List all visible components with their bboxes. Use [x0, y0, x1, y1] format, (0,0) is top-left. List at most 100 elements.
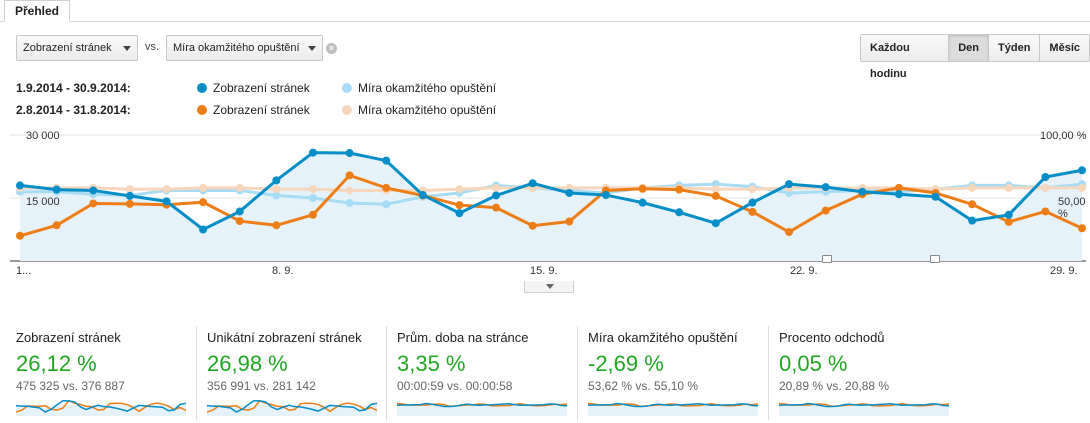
data-point	[492, 183, 501, 192]
metric-compare: 475 325 vs. 376 887	[16, 379, 125, 393]
x-tick-label: 1...	[16, 265, 32, 277]
data-point	[125, 199, 134, 208]
data-point	[785, 228, 794, 237]
tab-overview[interactable]: Přehled	[4, 0, 71, 22]
data-point	[235, 217, 244, 226]
sparkline	[207, 399, 377, 416]
legend-dot-icon	[197, 105, 207, 115]
granularity-hourly-button[interactable]: Každou hodinu	[861, 35, 949, 80]
metric-name: Unikátní zobrazení stránek	[207, 330, 362, 345]
legend-label: Zobrazení stránek	[213, 103, 310, 117]
data-point	[968, 216, 977, 225]
data-point	[821, 183, 830, 192]
legend-item[interactable]: Zobrazení stránek	[197, 103, 310, 117]
secondary-metric-dropdown[interactable]: Míra okamžitého opuštění	[166, 35, 323, 61]
primary-metric-label: Zobrazení stránek	[23, 42, 112, 54]
legend-label: Míra okamžitého opuštění	[358, 103, 497, 117]
y-axis-left-max-label: 30 000	[26, 130, 60, 142]
metric-delta: 0,05 %	[779, 351, 848, 376]
data-point	[1078, 224, 1086, 233]
metric-delta: 26,98 %	[207, 351, 288, 376]
data-point	[1041, 183, 1050, 192]
vs-label: vs.	[145, 41, 160, 53]
metric-card[interactable]: Míra okamžitého opuštění -2,69 % 53,62 %…	[577, 326, 761, 420]
data-point	[235, 183, 244, 192]
data-point	[199, 198, 208, 207]
collapse-chart-button[interactable]	[524, 281, 574, 293]
line-chart[interactable]	[0, 125, 1090, 265]
primary-metric-dropdown[interactable]: Zobrazení stránek	[16, 35, 138, 61]
data-point	[382, 156, 391, 165]
data-point	[931, 192, 940, 201]
granularity-month-button[interactable]: Měsíc	[1039, 35, 1089, 61]
y-axis-left-mid-label: 15 000	[26, 196, 60, 208]
granularity-toggle: Každou hodinu Den Týden Měsíc	[860, 34, 1090, 80]
data-point	[89, 186, 98, 195]
sparkline-fill	[588, 405, 758, 416]
metric-card[interactable]: Procento odchodů 0,05 % 20,89 % vs. 20,8…	[768, 326, 952, 420]
data-point	[748, 207, 757, 216]
data-point	[748, 185, 757, 194]
legend-item[interactable]: Míra okamžitého opuštění	[342, 81, 496, 95]
date-range-current: 1.9.2014 - 30.9.2014:	[16, 81, 131, 95]
metric-delta: 3,35 %	[397, 351, 466, 376]
data-point	[345, 171, 354, 180]
metric-name: Zobrazení stránek	[16, 330, 121, 345]
legend-label: Míra okamžitého opuštění	[358, 81, 497, 95]
data-point	[125, 191, 134, 200]
legend-item[interactable]: Zobrazení stránek	[197, 81, 310, 95]
data-point	[382, 183, 391, 192]
metric-delta: -2,69 %	[588, 351, 664, 376]
date-range-previous: 2.8.2014 - 31.8.2014:	[16, 103, 131, 117]
annotation-icon[interactable]	[930, 255, 940, 263]
sparkline	[588, 402, 758, 416]
data-point	[1004, 217, 1013, 226]
area-fill	[20, 152, 1082, 261]
data-point	[272, 221, 281, 230]
tab-strip: Přehled	[0, 0, 1090, 22]
metric-name: Procento odchodů	[779, 330, 885, 345]
sparkline-series	[779, 402, 949, 408]
metric-card[interactable]: Prům. doba na stránce 3,35 % 00:00:59 vs…	[386, 326, 570, 420]
data-point	[308, 194, 317, 202]
data-point	[455, 209, 464, 218]
sparkline-series	[779, 402, 949, 408]
sparkline-fill	[397, 405, 567, 416]
sparkline-series	[207, 400, 377, 413]
metric-card[interactable]: Unikátní zobrazení stránek 26,98 % 356 9…	[196, 326, 380, 420]
data-point	[345, 149, 354, 158]
data-point	[894, 183, 903, 192]
annotation-icon[interactable]	[822, 255, 832, 263]
data-point	[858, 187, 867, 196]
legend-dot-icon	[197, 83, 207, 93]
granularity-week-button[interactable]: Týden	[988, 35, 1040, 61]
data-point	[52, 221, 61, 230]
data-point	[382, 200, 391, 209]
data-point	[162, 185, 171, 194]
close-icon[interactable]: ×	[326, 43, 337, 54]
x-tick-label: 22. 9.	[790, 265, 818, 277]
data-point	[675, 185, 684, 194]
sparkline	[779, 402, 949, 416]
chevron-down-icon	[123, 46, 131, 51]
legend-item[interactable]: Míra okamžitého opuštění	[342, 103, 496, 117]
data-point	[821, 206, 830, 215]
data-point	[52, 185, 61, 194]
data-point	[272, 185, 281, 194]
granularity-day-button[interactable]: Den	[948, 35, 989, 61]
secondary-metric-label: Míra okamžitého opuštění	[173, 42, 300, 54]
data-point	[16, 231, 24, 240]
data-point	[1041, 207, 1050, 216]
data-point	[89, 199, 98, 208]
x-tick-label: 15. 9.	[530, 265, 558, 277]
data-point	[565, 217, 574, 226]
data-point	[711, 185, 720, 194]
metric-card[interactable]: Zobrazení stránek 26,12 % 475 325 vs. 37…	[16, 326, 200, 420]
data-point	[675, 208, 684, 217]
data-point	[638, 198, 647, 207]
metric-compare: 20,89 % vs. 20,88 %	[779, 379, 890, 393]
metric-compare: 53,62 % vs. 55,10 %	[588, 379, 699, 393]
sparkline-fill	[779, 405, 949, 416]
data-point	[1041, 173, 1050, 181]
data-point	[785, 180, 794, 189]
